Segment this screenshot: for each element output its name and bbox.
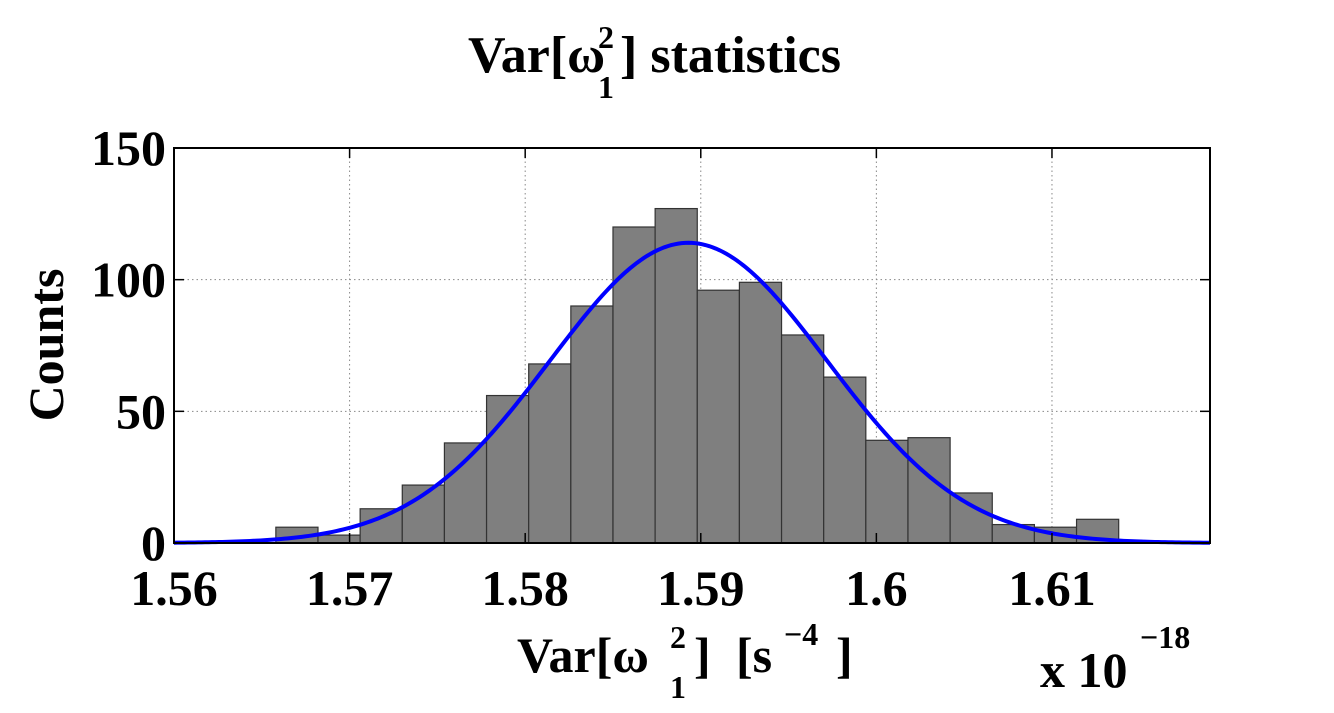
histogram-bar (570, 305, 614, 544)
histogram-bar (780, 334, 825, 544)
x-tick-label: 1.58 (481, 560, 569, 616)
x-label-unit-exponent: −4 (784, 616, 818, 652)
x-tick-label: 1.56 (130, 560, 218, 616)
x-label-close: ] (694, 627, 711, 683)
histogram-bar (738, 281, 783, 544)
y-tick-label: 50 (116, 383, 166, 439)
y-axis-label: Counts (18, 269, 74, 422)
histogram-bar (865, 439, 909, 544)
histogram-bar (359, 508, 403, 544)
x-label-unit-close: ] (836, 627, 853, 683)
histogram-bar (317, 534, 361, 544)
title-text: ] statistics (620, 27, 841, 84)
x-tick-label: 1.6 (845, 560, 908, 616)
title-var-prefix: Var[ω (468, 27, 605, 84)
x-label-var-prefix: Var[ω (517, 627, 649, 683)
x-axis-label: Var[ω 1 2 ] [s −4 ] (517, 616, 853, 705)
x-axis-ticks: 1.56 1.57 1.58 1.59 1.6 1.61 (130, 148, 1096, 616)
x-tick-label: 1.57 (306, 560, 394, 616)
gaussian-fit-curve (173, 240, 1211, 545)
x-multiplier: x 10 −18 (1040, 619, 1190, 698)
x-multiplier-base: x 10 (1040, 642, 1128, 698)
x-label-subscript: 1 (670, 669, 686, 705)
histogram-bar (949, 492, 993, 544)
histogram-bar (654, 207, 698, 544)
fit-curve-group (173, 240, 1211, 545)
histogram-bar (528, 363, 572, 544)
histogram-bars (275, 207, 1120, 544)
chart-title: Var[ω 1 2 ] statistics (468, 19, 841, 105)
title-superscript: 2 (598, 19, 614, 55)
plot-frame (173, 147, 1211, 544)
x-multiplier-exponent: −18 (1140, 619, 1190, 655)
x-tick-label: 1.61 (1008, 560, 1096, 616)
y-tick-label: 150 (91, 120, 166, 176)
y-axis-ticks: 0 50 100 150 (91, 120, 1210, 571)
x-label-superscript: 2 (670, 619, 686, 655)
histogram-bar (696, 289, 741, 544)
y-tick-label: 0 (141, 515, 166, 571)
x-label-unit: [s (736, 627, 772, 683)
x-tick-label: 1.59 (657, 560, 745, 616)
histogram-bar (907, 437, 951, 544)
title-subscript: 1 (598, 69, 614, 105)
y-tick-label: 100 (91, 252, 166, 308)
histogram-bar (612, 226, 656, 544)
